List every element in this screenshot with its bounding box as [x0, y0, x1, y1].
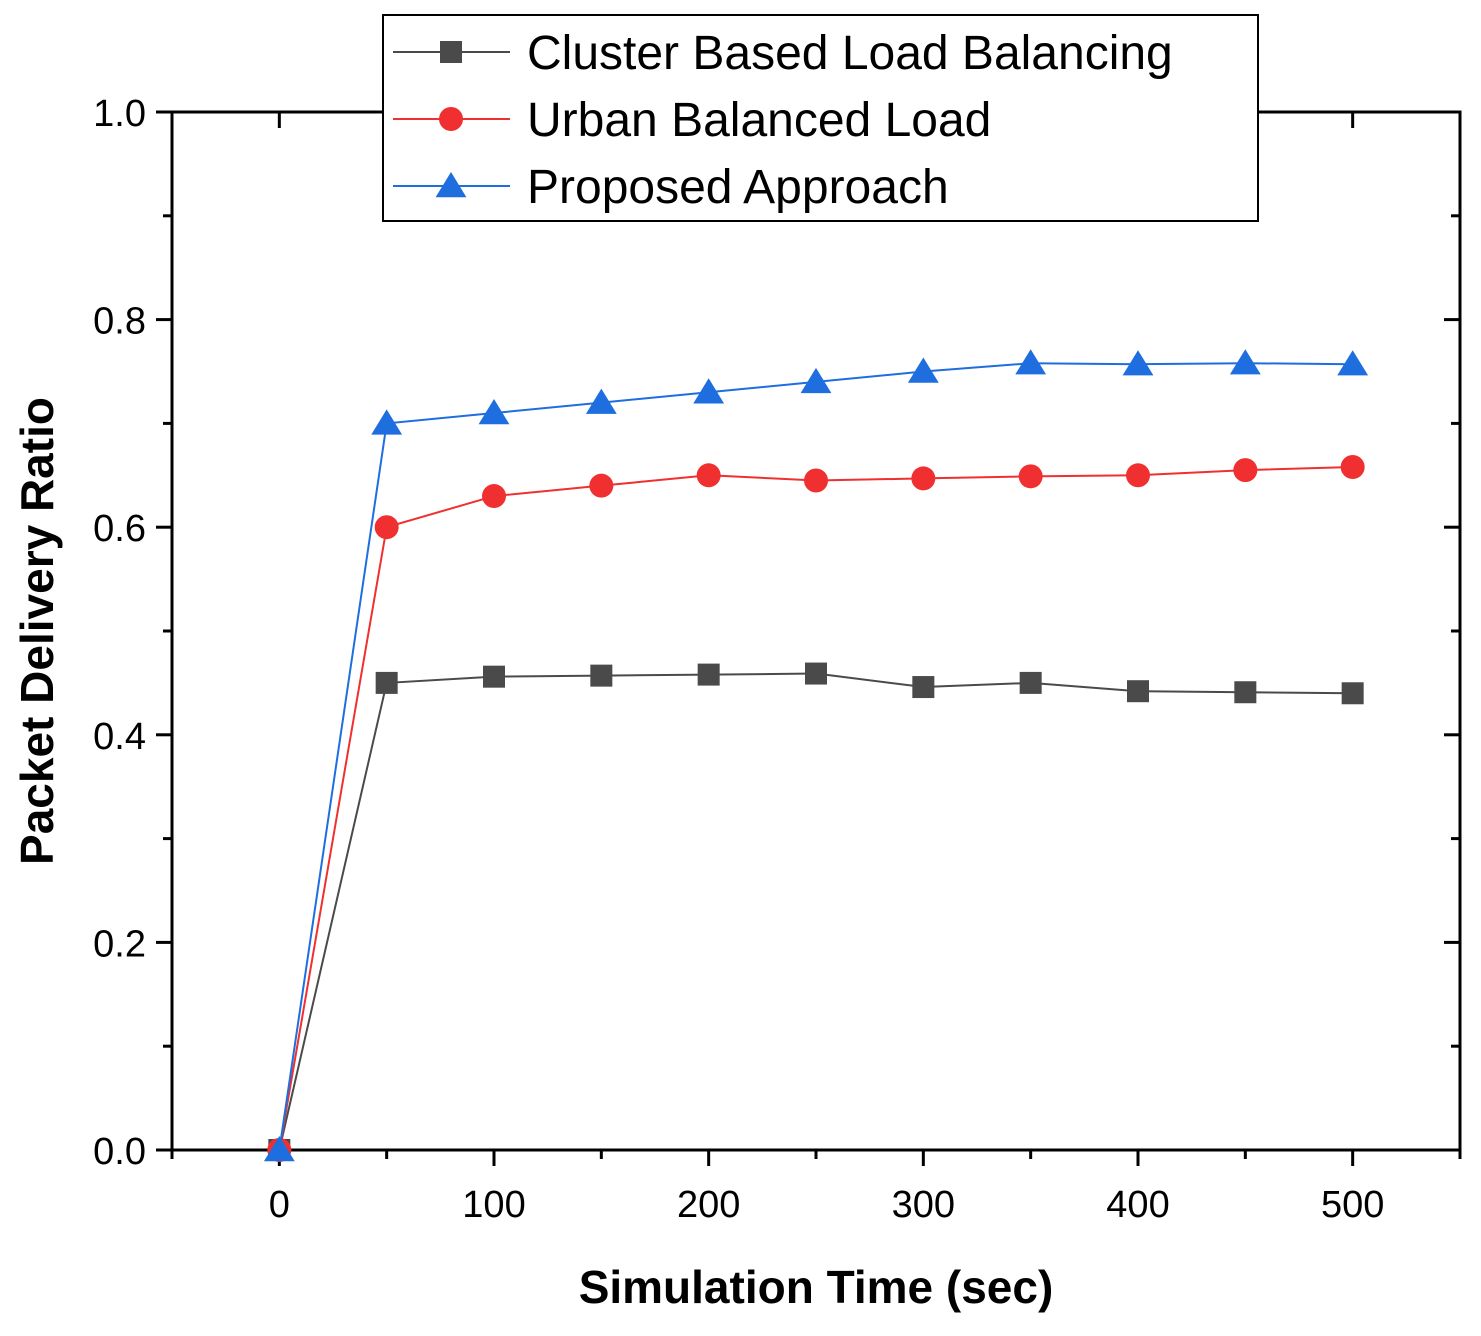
- y-tick-label: 0.0: [93, 1131, 146, 1173]
- data-point: [1126, 463, 1150, 488]
- x-tick-label: 300: [892, 1184, 955, 1226]
- data-point: [263, 1136, 295, 1162]
- data-point: [1019, 671, 1042, 694]
- data-point: [696, 463, 721, 488]
- x-tick-label: 500: [1321, 1184, 1384, 1226]
- data-point: [1233, 458, 1258, 483]
- data-point: [804, 468, 828, 493]
- data-point: [1122, 350, 1154, 376]
- x-tick-label: 200: [677, 1184, 740, 1226]
- data-point: [1018, 464, 1043, 489]
- data-point: [375, 671, 398, 694]
- ticks-layer: 0 100 200 300 400 500 0.0 0.2 0.4 0.6 0.8 1.0: [93, 93, 1462, 1226]
- y-tick-label: 1.0: [93, 93, 146, 135]
- y-axis-title: Packet Delivery Ratio: [11, 397, 63, 865]
- series-1: [268, 662, 1364, 1161]
- x-tick-label: 0: [269, 1184, 290, 1226]
- legend-entry: Proposed Approach: [393, 161, 949, 214]
- legend: Cluster Based Load Balancing Urban Balanc…: [382, 14, 1259, 222]
- plot-frame: [170, 110, 1462, 1152]
- data-point: [912, 676, 935, 699]
- series-3: [263, 349, 1369, 1162]
- data-point: [374, 515, 399, 540]
- data-point: [371, 409, 403, 435]
- data-point: [1341, 682, 1364, 705]
- data-point: [482, 484, 506, 509]
- x-tick-label: 400: [1106, 1184, 1169, 1226]
- legend-marker: [439, 107, 463, 131]
- data-point: [693, 378, 725, 404]
- series-layer: [263, 349, 1369, 1162]
- series-line: [278, 465, 1353, 1151]
- legend-box: [382, 14, 1259, 222]
- data-point: [1127, 680, 1149, 703]
- data-point: [1340, 454, 1365, 479]
- data-point: [907, 357, 939, 383]
- legend-entry: Urban Balanced Load: [393, 94, 991, 147]
- data-point: [585, 388, 617, 414]
- data-point: [800, 367, 832, 394]
- data-point: [697, 663, 720, 686]
- legend-entry: Cluster Based Load Balancing: [393, 27, 1173, 80]
- data-point: [590, 664, 613, 687]
- legend-marker: [440, 41, 462, 63]
- series-2: [267, 454, 1365, 1162]
- x-axis-title: Simulation Time (sec): [579, 1261, 1054, 1313]
- data-point: [805, 662, 827, 685]
- data-point: [589, 473, 614, 498]
- y-tick-label: 0.8: [93, 301, 146, 343]
- data-point: [911, 466, 936, 491]
- legend-label: Cluster Based Load Balancing: [527, 27, 1173, 80]
- data-point: [1234, 681, 1257, 704]
- legend-marker: [435, 172, 467, 198]
- data-point: [478, 399, 510, 425]
- data-point: [1015, 349, 1047, 375]
- data-point: [1337, 350, 1369, 376]
- y-tick-label: 0.2: [93, 923, 146, 965]
- y-tick-label: 0.4: [93, 716, 146, 758]
- legend-label: Proposed Approach: [527, 161, 949, 214]
- legend-label: Urban Balanced Load: [527, 94, 991, 147]
- y-tick-label: 0.6: [93, 508, 146, 550]
- series-line: [278, 672, 1353, 1151]
- x-tick-label: 100: [462, 1184, 525, 1226]
- data-point: [483, 665, 505, 688]
- data-point: [1229, 349, 1261, 375]
